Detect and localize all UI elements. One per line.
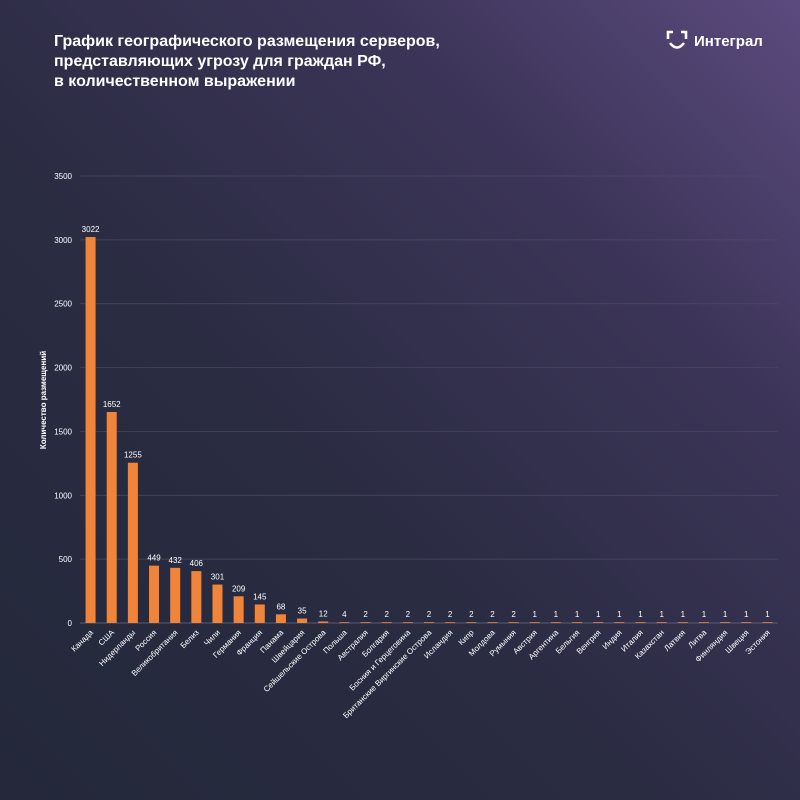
data-label: 209 xyxy=(232,584,246,593)
y-tick-label: 2000 xyxy=(54,364,72,373)
integral-logo: Интеграл xyxy=(666,30,763,52)
bar xyxy=(381,622,392,623)
data-label: 1 xyxy=(638,610,643,619)
bar xyxy=(424,622,434,623)
y-tick-label: 2500 xyxy=(54,300,72,309)
bar xyxy=(656,622,667,623)
bar xyxy=(508,622,519,623)
x-tick-label: Белиз xyxy=(179,628,201,650)
data-label: 1 xyxy=(575,610,580,619)
data-label: 1 xyxy=(681,610,686,619)
bar xyxy=(191,571,202,623)
bar xyxy=(318,621,329,623)
bar xyxy=(572,622,583,623)
bar xyxy=(360,622,371,623)
bar xyxy=(677,622,688,623)
data-label: 68 xyxy=(276,602,285,611)
y-tick-label: 500 xyxy=(59,555,73,564)
bar xyxy=(149,565,160,623)
data-label: 1 xyxy=(659,610,664,619)
data-label: 1 xyxy=(765,610,770,619)
bar xyxy=(254,604,265,623)
data-label: 2 xyxy=(406,610,411,619)
bar xyxy=(106,412,117,623)
data-label: 2 xyxy=(384,610,389,619)
bar xyxy=(445,622,456,623)
data-label: 2 xyxy=(469,610,474,619)
data-label: 2 xyxy=(363,610,368,619)
bar xyxy=(466,622,477,623)
data-label: 1 xyxy=(723,610,728,619)
data-label: 3022 xyxy=(82,225,100,234)
data-label: 1 xyxy=(617,610,622,619)
data-label: 1 xyxy=(554,610,559,619)
bar xyxy=(402,622,413,623)
data-label: 1 xyxy=(744,610,749,619)
data-label: 145 xyxy=(253,592,267,601)
data-label: 1 xyxy=(533,610,538,619)
data-label: 4 xyxy=(342,610,347,619)
bar xyxy=(487,622,498,623)
logo-text: Интеграл xyxy=(694,32,763,50)
title-line-3: в количественном выражении xyxy=(54,73,296,90)
bar xyxy=(339,622,350,623)
bar xyxy=(720,622,731,623)
y-tick-label: 3500 xyxy=(54,172,72,181)
integral-logo-icon xyxy=(666,30,688,49)
x-tick-label: Канада xyxy=(69,628,95,654)
bar xyxy=(593,622,604,623)
data-label: 301 xyxy=(211,573,225,582)
bars-layer xyxy=(85,237,773,623)
data-label: 406 xyxy=(190,559,204,568)
x-tick-label: Латвия xyxy=(662,628,687,653)
data-label: 12 xyxy=(319,609,328,618)
bar xyxy=(614,622,625,623)
bar xyxy=(741,622,752,623)
bar xyxy=(550,622,561,623)
bar xyxy=(635,622,646,623)
data-label: 2 xyxy=(448,610,453,619)
y-tick-label: 3000 xyxy=(54,236,72,245)
bar xyxy=(212,584,223,623)
chart-title: График географического размещения сервер… xyxy=(54,32,440,92)
data-label: 1 xyxy=(596,610,601,619)
bar xyxy=(170,567,181,623)
data-label: 2 xyxy=(490,610,495,619)
data-label: 2 xyxy=(427,610,432,619)
bar xyxy=(529,622,540,623)
labels-layer: 05001000150020002500300035003022Канада16… xyxy=(54,172,772,720)
grid-layer xyxy=(80,175,778,624)
y-axis-title: Количество размещений xyxy=(39,351,48,449)
y-tick-label: 1000 xyxy=(54,491,72,500)
bar xyxy=(762,622,773,623)
data-label: 35 xyxy=(298,607,307,616)
title-line-2: представляющих угрозу для граждан РФ, xyxy=(54,53,386,70)
data-label: 2 xyxy=(511,610,516,619)
bar xyxy=(233,596,244,623)
bar xyxy=(127,462,138,623)
data-label: 432 xyxy=(169,556,183,565)
data-label: 1255 xyxy=(124,451,142,460)
y-tick-label: 0 xyxy=(68,619,73,628)
data-label: 1 xyxy=(702,610,707,619)
y-tick-label: 1500 xyxy=(54,427,72,436)
bar xyxy=(85,237,96,623)
bar xyxy=(275,614,286,623)
bar xyxy=(698,622,709,623)
data-label: 1652 xyxy=(103,400,121,409)
data-label: 449 xyxy=(147,554,161,563)
bar xyxy=(297,618,308,623)
title-line-1: График географического размещения сервер… xyxy=(54,33,440,50)
